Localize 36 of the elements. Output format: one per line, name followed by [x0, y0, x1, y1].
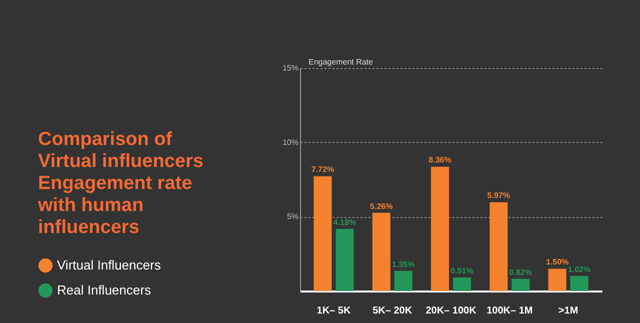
data-label: 1.50% [546, 258, 569, 267]
data-label: 1.02% [568, 264, 591, 274]
legend-label: Real Influencers [57, 282, 152, 298]
bar [452, 277, 471, 291]
data-label: 5.26% [370, 202, 393, 211]
data-label: 4.18% [333, 218, 356, 227]
data-label: 7.72% [311, 165, 334, 174]
data-label: 1.35% [392, 260, 415, 269]
y-axis-title: Engagement Rate [308, 58, 374, 66]
legend-label: Virtual Influencers [57, 258, 162, 272]
data-label: 0.91% [450, 266, 474, 276]
bar [314, 176, 332, 291]
bar [570, 276, 588, 291]
text: Comparison of [38, 129, 172, 150]
text: with human [38, 195, 144, 216]
y-tick-label: 5% [286, 212, 298, 222]
text: influencers [38, 217, 140, 238]
x-tick-label: 20K– 100K [426, 306, 478, 316]
data-label: 5.97% [487, 191, 510, 200]
data-label: 0.82% [509, 268, 532, 277]
bar [372, 212, 390, 291]
data-label: 8.36% [428, 156, 452, 165]
bar [431, 166, 450, 291]
y-tick-label: 10% [282, 138, 298, 147]
x-tick-label: 100K– 1M [486, 306, 533, 316]
y-tick-label: 15% [282, 64, 298, 72]
bar [490, 202, 508, 291]
bar [548, 268, 566, 291]
bar [394, 270, 412, 291]
x-tick-label: >1M [558, 306, 578, 316]
text: Virtual influencers [38, 151, 204, 172]
x-tick-label: 5K– 20K [372, 306, 413, 316]
text: Engagement rate [38, 173, 192, 194]
bar [512, 278, 530, 291]
bar [336, 228, 354, 291]
x-tick-label: 1K– 5K [316, 306, 352, 316]
